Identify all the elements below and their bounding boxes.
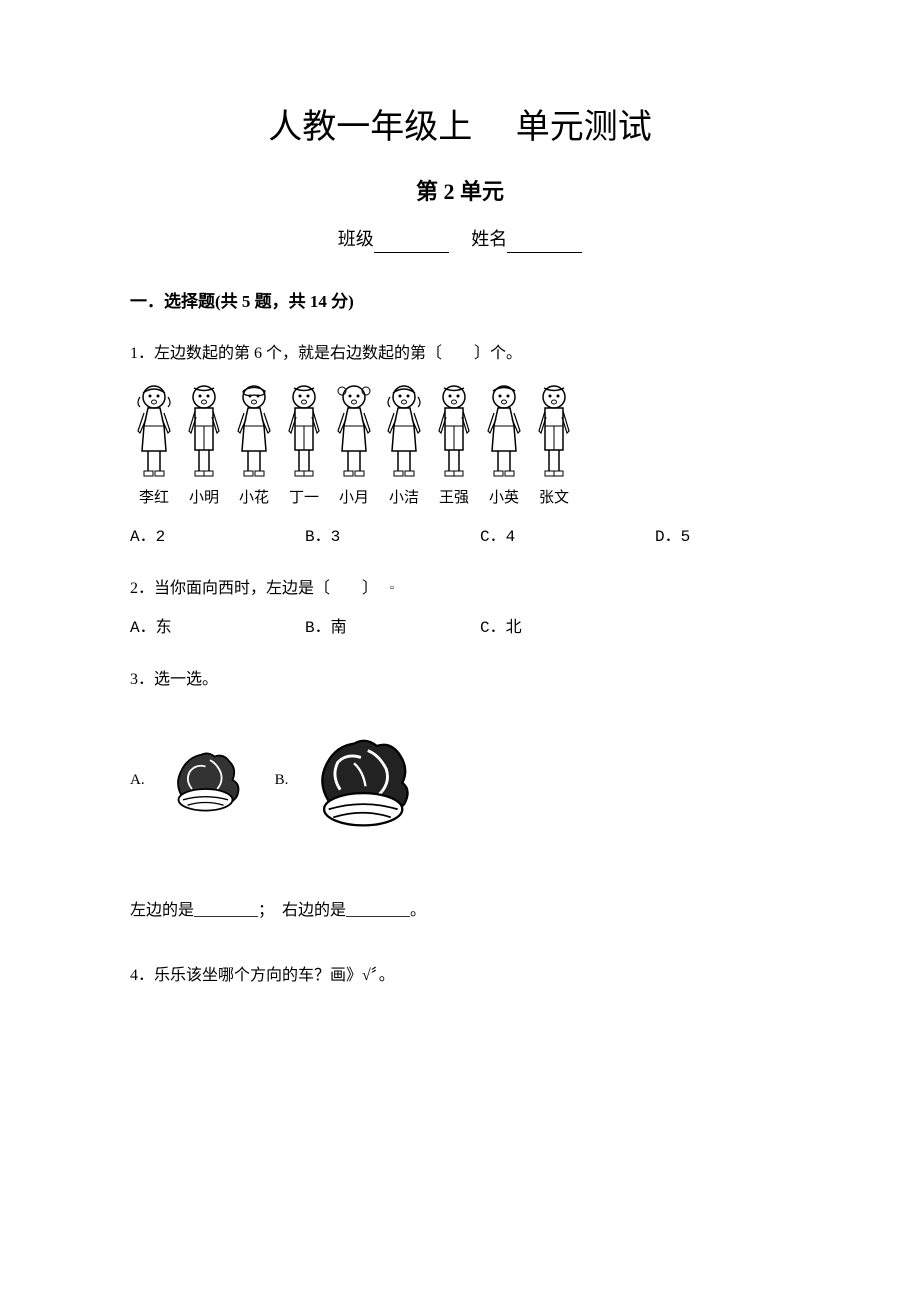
document-title: 人教一年级上 单元测试 bbox=[130, 100, 790, 154]
student-info-line: 班级 姓名 bbox=[130, 225, 790, 254]
document-subtitle: 第 2 单元 bbox=[130, 174, 790, 209]
cabbage-a-icon bbox=[165, 735, 255, 825]
child-figure-3 bbox=[230, 381, 278, 481]
name-9: 张文 bbox=[530, 486, 578, 510]
q2-option-a[interactable]: A．东 bbox=[130, 616, 305, 642]
q1-option-b[interactable]: B．3 bbox=[305, 525, 480, 551]
question-1-text: 1．左边数起的第 6 个，就是右边数起的第〔 〕个。 bbox=[130, 341, 790, 367]
question-3-text: 3．选一选。 bbox=[130, 667, 790, 693]
q2-options: A．东 B．南 C．北 bbox=[130, 616, 790, 642]
question-3-fill[interactable]: 左边的是________； 右边的是________。 bbox=[130, 898, 790, 924]
q2-option-c[interactable]: C．北 bbox=[480, 616, 655, 642]
q1-option-d[interactable]: D．5 bbox=[655, 525, 755, 551]
cabbage-label-a: A. bbox=[130, 768, 145, 792]
children-names: 李红 小明 小花 丁一 小月 小洁 王强 小英 张文 bbox=[130, 486, 790, 510]
child-figure-4 bbox=[280, 381, 328, 481]
child-figure-1 bbox=[130, 381, 178, 481]
question-2-text: 2．当你面向西时，左边是〔 〕 ▫ bbox=[130, 576, 790, 602]
cabbage-label-b: B. bbox=[275, 768, 289, 792]
q2-text-content: 2．当你面向西时，左边是〔 〕 bbox=[130, 580, 378, 597]
children-illustration bbox=[130, 381, 790, 481]
child-figure-7 bbox=[430, 381, 478, 481]
question-3-figure: A. B. bbox=[130, 723, 790, 838]
question-4-text: 4．乐乐该坐哪个方向的车？画》√〞。 bbox=[130, 963, 790, 989]
q2-option-b[interactable]: B．南 bbox=[305, 616, 480, 642]
name-8: 小英 bbox=[480, 486, 528, 510]
class-label: 班级 bbox=[338, 229, 374, 249]
name-3: 小花 bbox=[230, 486, 278, 510]
name-7: 王强 bbox=[430, 486, 478, 510]
q1-options: A．2 B．3 C．4 D．5 bbox=[130, 525, 790, 551]
cabbage-b-icon bbox=[308, 723, 423, 838]
class-blank[interactable] bbox=[374, 234, 449, 254]
name-6: 小洁 bbox=[380, 486, 428, 510]
child-figure-8 bbox=[480, 381, 528, 481]
name-4: 丁一 bbox=[280, 486, 328, 510]
name-2: 小明 bbox=[180, 486, 228, 510]
question-1-figure: 李红 小明 小花 丁一 小月 小洁 王强 小英 张文 bbox=[130, 381, 790, 510]
name-5: 小月 bbox=[330, 486, 378, 510]
name-label: 姓名 bbox=[471, 229, 507, 249]
child-figure-6 bbox=[380, 381, 428, 481]
child-figure-5 bbox=[330, 381, 378, 481]
q1-option-a[interactable]: A．2 bbox=[130, 525, 305, 551]
q1-option-c[interactable]: C．4 bbox=[480, 525, 655, 551]
name-blank[interactable] bbox=[507, 234, 582, 254]
section-1-header: 一．选择题(共 5 题，共 14 分) bbox=[130, 288, 790, 315]
name-1: 李红 bbox=[130, 486, 178, 510]
child-figure-9 bbox=[530, 381, 578, 481]
child-figure-2 bbox=[180, 381, 228, 481]
q2-marker-icon: ▫ bbox=[390, 582, 394, 594]
